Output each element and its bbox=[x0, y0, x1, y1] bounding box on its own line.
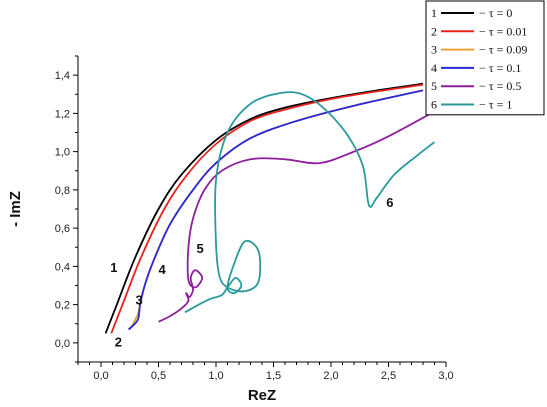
series-curves bbox=[104, 82, 436, 334]
legend-number-3: 3 bbox=[431, 43, 437, 57]
x-tick-label: 0,5 bbox=[151, 370, 166, 382]
tick-marks: 0,0 0,5 1,0 1,5 2,0 2,5 3,0 0,0 0,2 0,4 0,6 0,8 1,0 1… bbox=[55, 55, 454, 382]
y-tick-label: 0,0 bbox=[55, 338, 70, 350]
legend-box bbox=[425, 0, 545, 116]
x-tick-label: 2,0 bbox=[323, 370, 338, 382]
series-1-line bbox=[104, 82, 424, 334]
legend-number-6: 6 bbox=[431, 98, 437, 112]
axes: ReZ - ImZ bbox=[7, 56, 446, 404]
legend-label-3: − τ = 0.09 bbox=[479, 43, 527, 57]
curve-label-4: 4 bbox=[159, 262, 167, 277]
legend-label-5: − τ = 0.5 bbox=[479, 79, 521, 93]
curve-label-2: 2 bbox=[115, 335, 122, 350]
legend-number-2: 2 bbox=[431, 24, 437, 38]
y-tick-label: 0,6 bbox=[55, 223, 70, 235]
x-tick-label: 1,0 bbox=[208, 370, 223, 382]
series-2-line bbox=[110, 83, 424, 334]
y-tick-label: 1,2 bbox=[55, 108, 70, 120]
legend-label-2: − τ = 0.01 bbox=[479, 24, 527, 38]
legend-number-1: 1 bbox=[431, 6, 437, 20]
curve-label-3: 3 bbox=[136, 293, 143, 308]
series-6-line bbox=[184, 91, 436, 314]
legend-label-4: − τ = 0.1 bbox=[479, 61, 521, 75]
x-tick-label: 1,5 bbox=[266, 370, 281, 382]
series-4-line bbox=[127, 89, 424, 331]
legend-number-5: 5 bbox=[431, 79, 437, 93]
x-tick-label: 3,0 bbox=[438, 370, 453, 382]
y-tick-label: 1,0 bbox=[55, 147, 70, 159]
legend-number-4: 4 bbox=[431, 61, 437, 75]
curve-label-1: 1 bbox=[110, 260, 117, 275]
x-tick-label: 0,0 bbox=[93, 370, 108, 382]
curve-label-5: 5 bbox=[196, 241, 203, 256]
series-5-line bbox=[158, 110, 435, 323]
curve-number-labels: 1 2 3 4 5 6 bbox=[110, 195, 393, 350]
legend: 1 − τ = 0 2 − τ = 0.01 3 − τ = 0.09 4 − τ = 0.1… bbox=[425, 0, 545, 116]
y-axis-title: - ImZ bbox=[7, 191, 24, 227]
x-tick-label: 2,5 bbox=[381, 370, 396, 382]
y-tick-label: 0,2 bbox=[55, 300, 70, 312]
y-tick-label: 0,4 bbox=[55, 261, 70, 273]
y-tick-label: 1,4 bbox=[55, 70, 70, 82]
legend-label-1: − τ = 0 bbox=[479, 6, 512, 20]
x-axis-title: ReZ bbox=[248, 387, 276, 404]
legend-label-6: − τ = 1 bbox=[479, 98, 512, 112]
curve-label-6: 6 bbox=[386, 195, 393, 210]
series-3-line bbox=[128, 89, 424, 330]
y-tick-label: 0,8 bbox=[55, 185, 70, 197]
